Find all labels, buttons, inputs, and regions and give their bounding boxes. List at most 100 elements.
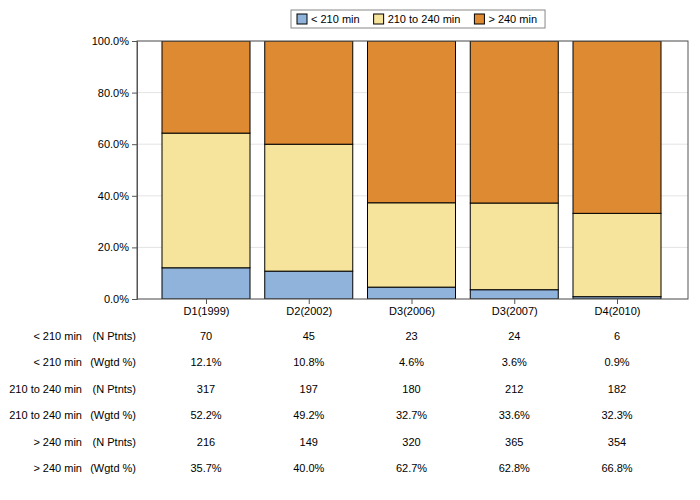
legend-label: > 240 min <box>488 13 537 25</box>
data-table: < 210 min(N Ptnts)704523246< 210 min(Wgt… <box>9 330 633 474</box>
row-label-suffix: (Wgtd %) <box>90 356 136 368</box>
x-axis: D1(1999) D2(2002) D3(2006) D3(2007) D4(2010) <box>184 299 641 317</box>
row-label: < 210 min <box>33 356 82 368</box>
table-cell: 216 <box>197 436 215 448</box>
bar-segment <box>265 144 353 271</box>
tick-label: D2(2002) <box>286 305 332 317</box>
table-cell: 0.9% <box>604 356 629 368</box>
table-cell: 3.6% <box>502 356 527 368</box>
row-label: > 240 min <box>33 462 82 474</box>
row-label-suffix: (N Ptnts) <box>93 383 136 395</box>
plot-background <box>137 41 688 299</box>
table-row: < 210 min (Wgtd %) 12.1% 10.8% 4.6% 3.6% 0.9% <box>33 356 629 368</box>
grid <box>137 41 688 299</box>
legend-item: < 210 min <box>297 13 360 25</box>
tick-label: D4(2010) <box>595 305 641 317</box>
table-cell: 365 <box>505 436 523 448</box>
table-cell: 149 <box>300 436 318 448</box>
table-cell: 62.8% <box>499 462 530 474</box>
legend-swatch <box>474 14 484 24</box>
bar-segment <box>470 203 558 290</box>
tick-mark <box>206 299 207 304</box>
legend-item: 210 to 240 min <box>374 13 461 25</box>
row-label-suffix: (N Ptnts) <box>93 330 136 342</box>
table-cell: 40.0% <box>293 462 324 474</box>
table-cell: 52.2% <box>190 409 221 421</box>
table-cell: 45 <box>303 330 315 342</box>
tick: 0.0% <box>104 293 137 305</box>
tick-label: D3(2007) <box>492 305 538 317</box>
tick: 60.0% <box>98 138 137 150</box>
tick-mark <box>309 299 310 304</box>
legend-swatch <box>374 14 384 24</box>
legend-item: > 240 min <box>474 13 537 25</box>
tick-label: D3(2006) <box>389 305 435 317</box>
tick-mark <box>132 93 137 94</box>
tick-label: 60.0% <box>98 138 129 150</box>
bar-segment <box>470 41 558 203</box>
table-cell: 35.7% <box>190 462 221 474</box>
legend-frame <box>291 10 545 28</box>
row-label: 210 to 240 min <box>9 409 82 421</box>
chart: 0.0%20.0%40.0%60.0%80.0%100.0%D1(1999)D2… <box>0 0 700 500</box>
table-cell: 62.7% <box>396 462 427 474</box>
bar-segment <box>368 203 456 287</box>
bar-segment <box>573 41 661 213</box>
tick: D3(2006) <box>389 299 435 317</box>
row-label: < 210 min <box>33 330 82 342</box>
row-label-suffix: (N Ptnts) <box>93 436 136 448</box>
table-cell: 10.8% <box>293 356 324 368</box>
table-cell: 70 <box>200 330 212 342</box>
bars <box>162 41 661 299</box>
tick-mark <box>412 299 413 304</box>
bar-segment <box>470 290 558 299</box>
legend-label: < 210 min <box>311 13 360 25</box>
y-axis: 0.0%20.0%40.0%60.0%80.0%100.0% <box>92 35 138 305</box>
tick-mark <box>617 299 618 304</box>
tick-mark <box>132 144 137 145</box>
legend-label: 210 to 240 min <box>388 13 461 25</box>
table-cell: 182 <box>608 383 626 395</box>
tick: 40.0% <box>98 190 137 202</box>
tick: D1(1999) <box>184 299 230 317</box>
tick-label: 20.0% <box>98 241 129 253</box>
tick-mark <box>132 196 137 197</box>
tick-label: 0.0% <box>104 293 129 305</box>
bar-segment <box>162 268 250 299</box>
bar-segment <box>368 41 456 203</box>
bar-segment <box>265 271 353 299</box>
table-cell: 66.8% <box>601 462 632 474</box>
legend: < 210 min 210 to 240 min > 240 min <box>291 10 545 28</box>
table-cell: 33.6% <box>499 409 530 421</box>
tick-label: D1(1999) <box>184 305 230 317</box>
tick-label: 80.0% <box>98 87 129 99</box>
bar-segment <box>573 213 661 296</box>
row-label-suffix: (Wgtd %) <box>90 462 136 474</box>
table-cell: 32.7% <box>396 409 427 421</box>
table-cell: 317 <box>197 383 215 395</box>
table-cell: 4.6% <box>399 356 424 368</box>
tick-mark <box>132 41 137 42</box>
tick-label: 40.0% <box>98 190 129 202</box>
table-cell: 6 <box>614 330 620 342</box>
row-label-suffix: (Wgtd %) <box>90 409 136 421</box>
plot-frame <box>137 41 688 299</box>
table-cell: 354 <box>608 436 626 448</box>
axis-line <box>132 42 138 300</box>
table-cell: 32.3% <box>601 409 632 421</box>
table-cell: 212 <box>505 383 523 395</box>
tick: 20.0% <box>98 241 137 253</box>
bar-segment <box>265 41 353 144</box>
table-cell: 197 <box>300 383 318 395</box>
table-row: < 210 min(N Ptnts)704523246 <box>33 330 620 342</box>
table-cell: 12.1% <box>190 356 221 368</box>
legend-swatch <box>297 14 307 24</box>
table-row: > 240 min(N Ptnts)216149320365354 <box>33 436 626 448</box>
tick: D2(2002) <box>286 299 332 317</box>
table-cell: 49.2% <box>293 409 324 421</box>
row-label: 210 to 240 min <box>9 383 82 395</box>
row-label: > 240 min <box>33 436 82 448</box>
tick-mark <box>132 299 137 300</box>
table-row: 210 to 240 min (Wgtd %) 52.2% 49.2% 32.7% 33.… <box>9 409 633 421</box>
tick: D3(2007) <box>492 299 538 317</box>
